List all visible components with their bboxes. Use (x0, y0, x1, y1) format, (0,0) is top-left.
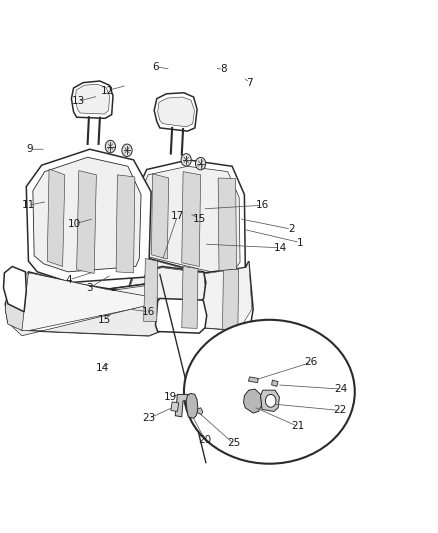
Circle shape (265, 394, 276, 407)
Text: 11: 11 (22, 200, 35, 210)
Text: 17: 17 (171, 211, 184, 221)
Polygon shape (71, 81, 113, 118)
Circle shape (105, 140, 116, 153)
Circle shape (195, 157, 206, 170)
Text: 8: 8 (220, 64, 227, 74)
Polygon shape (248, 377, 258, 383)
Text: 20: 20 (198, 435, 212, 445)
Polygon shape (110, 266, 206, 301)
Polygon shape (26, 149, 151, 282)
Text: 1: 1 (297, 238, 304, 247)
Polygon shape (144, 259, 158, 321)
Text: 10: 10 (68, 219, 81, 229)
Polygon shape (139, 160, 245, 277)
Polygon shape (171, 402, 179, 411)
Text: 25: 25 (227, 439, 240, 448)
Polygon shape (5, 269, 164, 336)
Polygon shape (197, 408, 203, 415)
Text: 4: 4 (66, 275, 73, 285)
Text: 14: 14 (95, 363, 109, 373)
Text: 15: 15 (193, 214, 206, 223)
Text: 23: 23 (142, 414, 155, 423)
Polygon shape (47, 169, 65, 266)
Text: 6: 6 (152, 62, 159, 71)
Text: 12: 12 (101, 86, 114, 95)
Polygon shape (75, 84, 110, 114)
Polygon shape (182, 266, 198, 328)
Polygon shape (182, 172, 201, 266)
Polygon shape (218, 178, 237, 271)
Ellipse shape (184, 320, 355, 464)
Text: 7: 7 (246, 78, 253, 87)
Text: 16: 16 (256, 200, 269, 210)
Polygon shape (244, 389, 262, 413)
Text: 3: 3 (86, 283, 93, 293)
Polygon shape (8, 272, 158, 332)
Polygon shape (152, 174, 169, 259)
Polygon shape (5, 303, 164, 336)
Polygon shape (143, 166, 240, 273)
Text: 22: 22 (333, 406, 346, 415)
Polygon shape (155, 298, 207, 333)
Polygon shape (5, 272, 28, 330)
Text: 14: 14 (274, 243, 287, 253)
Polygon shape (4, 266, 26, 312)
Polygon shape (126, 257, 252, 330)
Text: 24: 24 (334, 384, 347, 394)
Text: 2: 2 (288, 224, 295, 234)
Polygon shape (272, 380, 278, 386)
Polygon shape (116, 175, 135, 273)
Polygon shape (77, 171, 96, 273)
Circle shape (122, 144, 132, 157)
Text: 21: 21 (291, 422, 304, 431)
Polygon shape (223, 269, 239, 329)
Polygon shape (125, 256, 253, 330)
Polygon shape (33, 157, 141, 272)
Polygon shape (175, 394, 192, 417)
Text: 13: 13 (71, 96, 85, 106)
Polygon shape (158, 97, 194, 127)
Polygon shape (261, 390, 279, 411)
Polygon shape (186, 393, 198, 418)
Text: 15: 15 (98, 315, 111, 325)
Text: 19: 19 (164, 392, 177, 402)
Polygon shape (154, 93, 197, 131)
Circle shape (181, 154, 191, 166)
Text: 16: 16 (142, 307, 155, 317)
Text: 9: 9 (26, 144, 33, 154)
Text: 26: 26 (304, 358, 318, 367)
Polygon shape (112, 268, 205, 302)
